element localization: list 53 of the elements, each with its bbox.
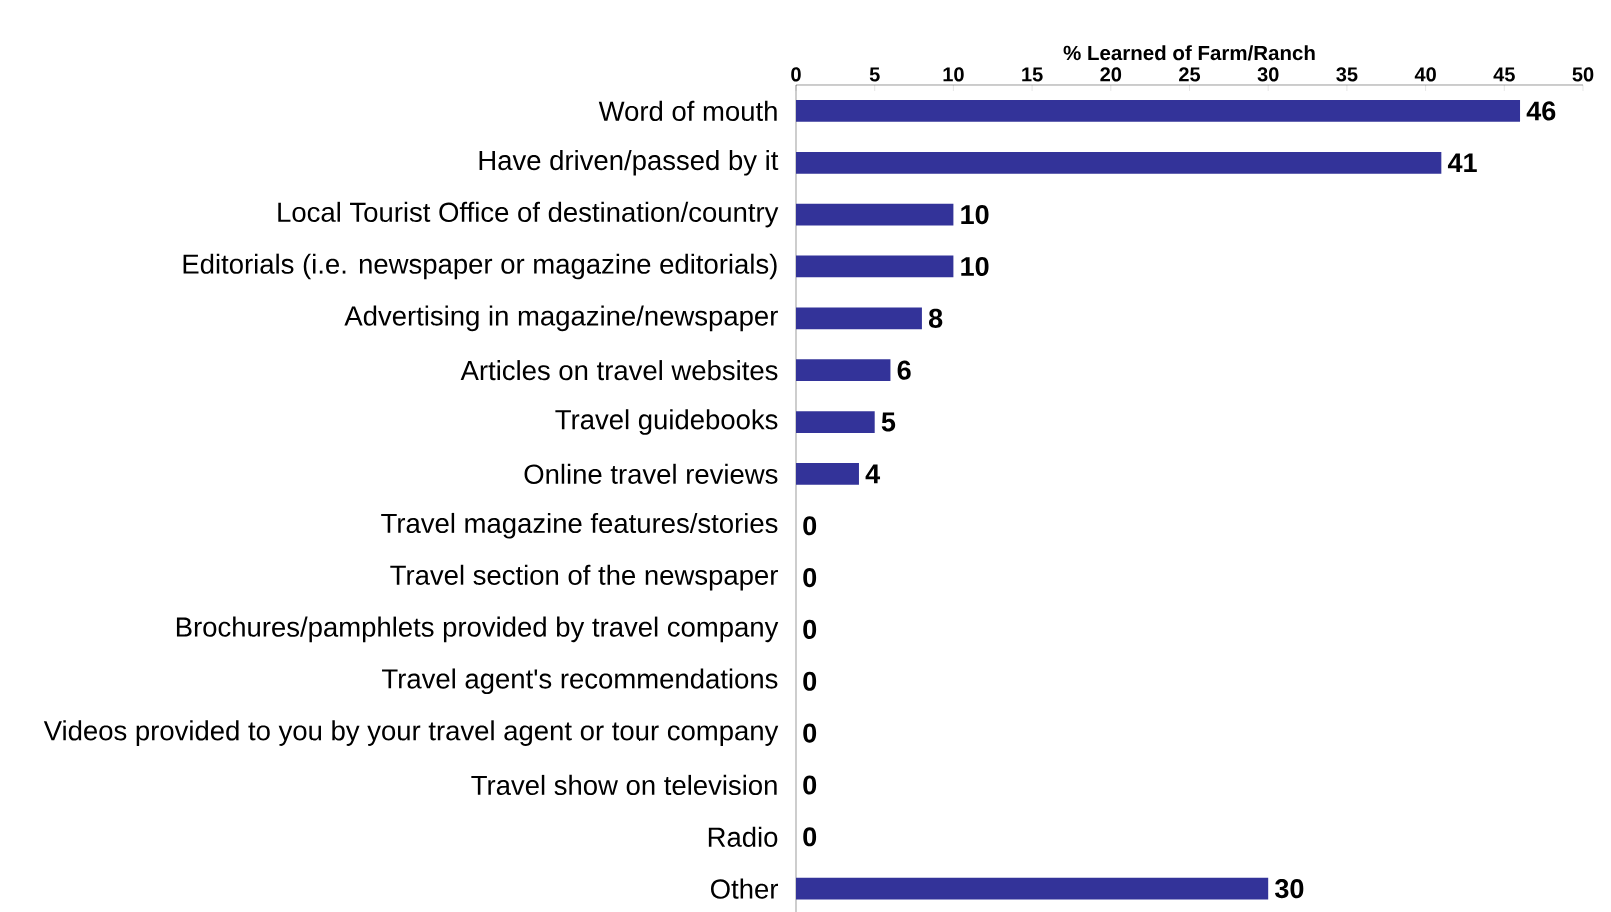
data-label: 30 — [1275, 879, 1304, 899]
data-label: 0 — [803, 775, 817, 795]
data-label: 0 — [803, 827, 817, 847]
x-tick-label: 25 — [1179, 67, 1201, 82]
y-tick-label: Other — [710, 878, 779, 899]
data-label: 0 — [803, 671, 817, 691]
y-tick-label: Videos provided to you by your travel agent or tour company — [43, 720, 779, 746]
x-tick-label: 30 — [1257, 67, 1279, 82]
x-tick-label: 15 — [1022, 67, 1043, 82]
data-label: 41 — [1447, 153, 1477, 173]
data-label: 10 — [961, 205, 989, 225]
data-label: 0 — [803, 723, 817, 743]
y-tick-label: Travel show on television — [471, 774, 777, 796]
data-label: 0 — [803, 619, 817, 639]
x-tick-label: 10 — [943, 67, 964, 82]
y-tick-label: Word of mouth — [598, 100, 777, 122]
data-label: 6 — [897, 360, 911, 380]
y-tick-label: Articles on travel websites — [460, 360, 778, 381]
bar — [796, 359, 891, 382]
x-tick-label: 20 — [1100, 67, 1122, 82]
x-tick-label: 50 — [1572, 67, 1594, 82]
x-tick-label: 5 — [869, 67, 880, 82]
x-tick-label: 0 — [791, 67, 801, 82]
data-label: 5 — [881, 412, 896, 432]
y-tick-label: Travel section of the newspaper — [390, 564, 778, 591]
x-axis-title: % Learned of Farm/Ranch — [1063, 45, 1315, 61]
bar — [796, 100, 1521, 122]
y-tick-label: Editorials (i.e. newspaper or magazine editorials) — [183, 253, 777, 280]
data-label: 0 — [803, 516, 817, 536]
x-tick-label: 40 — [1414, 67, 1436, 82]
bar — [796, 307, 922, 330]
data-label: 8 — [928, 308, 943, 328]
y-tick-label: Travel guidebooks — [555, 409, 778, 435]
data-label: 0 — [803, 568, 817, 588]
y-tick-label: Online travel reviews — [524, 463, 778, 484]
data-label: 4 — [865, 464, 881, 484]
x-tick-label: 35 — [1336, 67, 1358, 82]
y-tick-label: Advertising in magazine/newspaper — [344, 305, 778, 332]
data-label: 10 — [961, 256, 989, 277]
bar — [796, 462, 859, 485]
y-tick-label: Travel agent's recommendations — [382, 668, 778, 695]
bar — [796, 151, 1442, 174]
bar — [796, 411, 875, 433]
bar — [796, 877, 1269, 900]
y-tick-label: Travel magazine features/stories — [381, 512, 778, 539]
x-tick-label: 45 — [1493, 67, 1515, 82]
y-tick-label: Local Tourist Office of destination/country — [278, 201, 779, 228]
data-label: 46 — [1526, 101, 1556, 121]
bar — [796, 255, 954, 278]
y-tick-label: Have driven/passed by it — [479, 149, 779, 176]
y-tick-label: Brochures/pamphlets provided by travel company — [176, 616, 779, 643]
bar — [796, 203, 954, 226]
y-tick-label: Radio — [708, 826, 778, 847]
